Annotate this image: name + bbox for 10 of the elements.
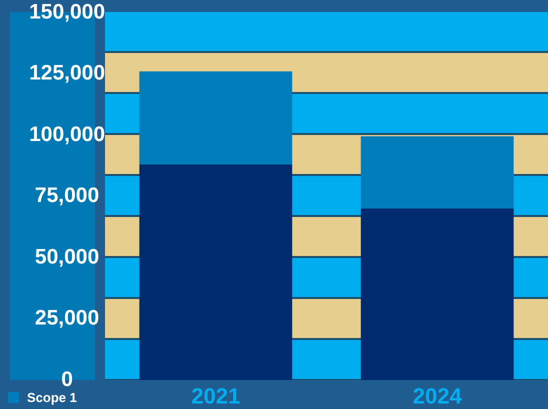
y-tick-label: 25,000 (34, 306, 100, 330)
y-tick-label: 0 (61, 368, 73, 391)
legend-label: Scope 1 (27, 390, 77, 405)
y-tick-label: 100,000 (29, 122, 106, 146)
x-tick-label: 2021 (191, 383, 240, 408)
y-tick-label: 50,000 (34, 245, 100, 268)
y-tick-label: 75,000 (34, 184, 100, 208)
y-tick-label: 150,000 (29, 0, 106, 24)
x-tick-label: 2024 (412, 383, 462, 408)
y-tick-label: 125,000 (29, 62, 106, 85)
